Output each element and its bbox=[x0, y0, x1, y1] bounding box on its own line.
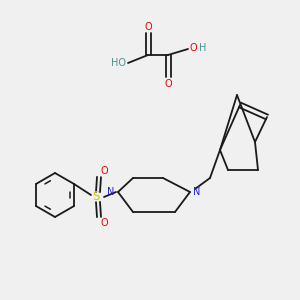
Text: O: O bbox=[164, 79, 172, 89]
Text: O: O bbox=[100, 218, 108, 228]
Text: N: N bbox=[107, 187, 115, 197]
Text: O: O bbox=[144, 22, 152, 32]
Text: O: O bbox=[190, 43, 198, 53]
Text: HO: HO bbox=[112, 58, 127, 68]
Text: S: S bbox=[92, 190, 100, 203]
Text: H: H bbox=[199, 43, 206, 53]
Text: O: O bbox=[100, 166, 108, 176]
Text: N: N bbox=[193, 187, 201, 197]
